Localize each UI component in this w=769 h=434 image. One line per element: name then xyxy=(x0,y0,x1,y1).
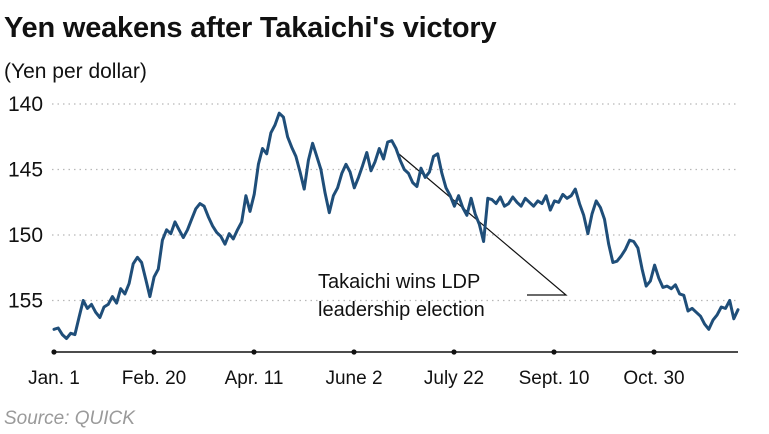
y-tick-label: 150 xyxy=(8,224,43,247)
x-tick-mark xyxy=(151,349,157,355)
x-tick-label: Feb. 20 xyxy=(122,368,186,389)
x-tick-label: Apr. 11 xyxy=(225,368,284,389)
annotation-text-line-1: Takaichi wins LDP xyxy=(318,271,480,293)
x-tick-label: July 22 xyxy=(424,368,484,389)
y-tick-label: 140 xyxy=(8,93,43,116)
x-tick-mark xyxy=(251,349,257,355)
annotation: Takaichi wins LDP leadership election xyxy=(318,151,568,321)
unit-label: (Yen per dollar) xyxy=(4,60,147,83)
x-tick-mark xyxy=(351,349,357,355)
chart-title: Yen weakens after Takaichi's victory xyxy=(4,12,497,44)
series-line-usd-jpy xyxy=(52,111,740,340)
x-tick-mark xyxy=(651,349,657,355)
x-tick-label: Jan. 1 xyxy=(28,368,80,389)
x-tick-label: Oct. 30 xyxy=(623,368,684,389)
x-tick-label: Sept. 10 xyxy=(519,368,590,389)
x-tick-mark xyxy=(451,349,457,355)
x-tick-label: June 2 xyxy=(325,368,382,389)
y-tick-label: 155 xyxy=(8,290,43,313)
x-axis-ticks: Jan. 1 Feb. 20 Apr. 11 June 2 July 22 Sept. 1… xyxy=(28,349,685,389)
y-tick-labels: 140 145 150 155 xyxy=(8,93,43,313)
annotation-text-line-2: leadership election xyxy=(318,299,485,321)
y-tick-label: 145 xyxy=(8,159,43,182)
x-tick-mark xyxy=(551,349,557,355)
source-note: Source: QUICK xyxy=(4,408,135,429)
x-tick-mark xyxy=(51,349,57,355)
